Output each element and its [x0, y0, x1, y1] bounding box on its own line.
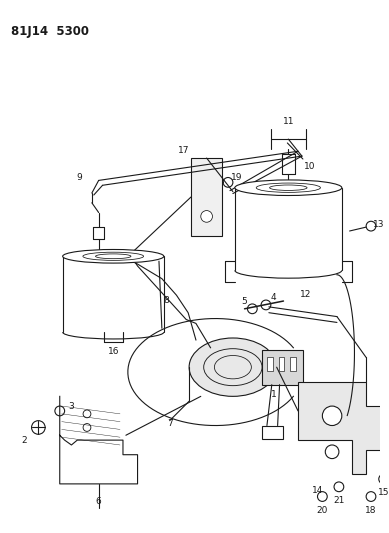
- Text: 6: 6: [96, 497, 102, 506]
- Text: 5: 5: [242, 296, 247, 305]
- Text: 21: 21: [333, 496, 345, 505]
- Circle shape: [325, 445, 339, 458]
- Text: 11: 11: [282, 117, 294, 126]
- Circle shape: [322, 406, 342, 425]
- Ellipse shape: [189, 338, 277, 397]
- Ellipse shape: [63, 249, 164, 263]
- Text: 9: 9: [76, 173, 82, 182]
- Text: 15: 15: [378, 488, 389, 497]
- Bar: [279, 358, 284, 371]
- Text: 3: 3: [68, 401, 74, 410]
- Ellipse shape: [235, 180, 342, 196]
- Text: 2: 2: [21, 435, 26, 445]
- Text: 4: 4: [271, 293, 277, 302]
- Text: 17: 17: [177, 146, 189, 155]
- Bar: [262, 425, 284, 439]
- Bar: [262, 350, 303, 385]
- Text: 8: 8: [164, 296, 170, 304]
- Bar: [290, 358, 296, 371]
- Text: 1: 1: [271, 390, 277, 399]
- Text: 10: 10: [304, 162, 315, 171]
- Text: 20: 20: [317, 506, 328, 515]
- Text: 13: 13: [373, 220, 385, 229]
- Bar: [267, 358, 273, 371]
- Text: 14: 14: [312, 486, 323, 495]
- Text: 16: 16: [107, 347, 119, 356]
- Text: 19: 19: [231, 173, 242, 182]
- Text: 81J14  5300: 81J14 5300: [11, 25, 89, 38]
- Circle shape: [201, 211, 212, 222]
- Bar: [191, 158, 222, 236]
- Text: 7: 7: [167, 419, 173, 428]
- Text: 12: 12: [300, 290, 312, 298]
- Polygon shape: [298, 382, 381, 474]
- Text: 18: 18: [365, 506, 377, 515]
